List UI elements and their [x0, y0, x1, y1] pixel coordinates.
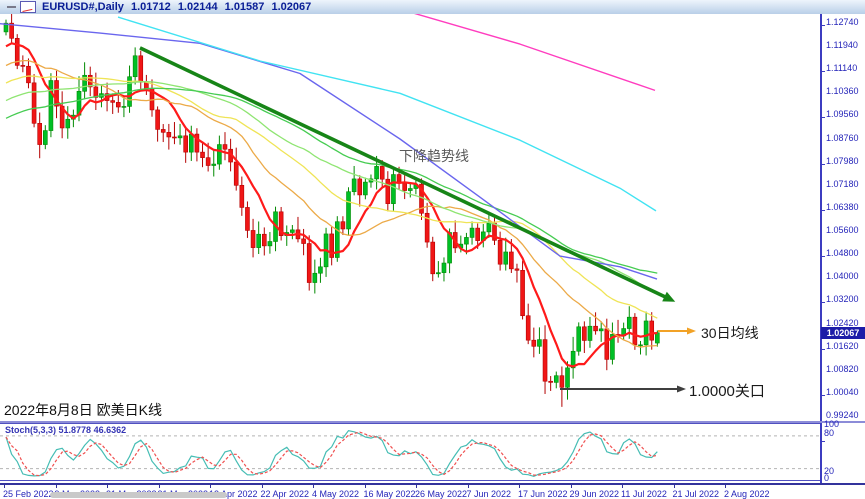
ma-magenta	[414, 14, 656, 92]
ma-cyan	[117, 16, 657, 212]
candlestick-chart-area[interactable]	[0, 14, 821, 421]
date-label: 22 Apr 2022	[260, 489, 310, 499]
chart-title: EURUSD#,Daily 1.01712 1.02144 1.01587 1.…	[42, 1, 315, 13]
chart-window-icon	[20, 1, 36, 13]
price-axis-label: 1.05600	[821, 225, 859, 443]
symbol-period: EURUSD#,Daily	[42, 1, 124, 13]
ma30-label-arrowhead	[687, 327, 696, 335]
ma-yellow	[5, 75, 658, 319]
date-label: 26 May 2022	[415, 489, 468, 499]
price-axis-label: 1.10360	[821, 86, 859, 165]
price-axis-label: 1.01620	[826, 340, 859, 351]
price-axis-label: 1.02420	[826, 317, 859, 328]
date-label: 7 Jun 2022	[466, 489, 512, 499]
date-label: 29 Jun 2022	[569, 489, 620, 499]
chart-note: 2022年8月8日 欧美日K线	[4, 402, 162, 418]
stoch-signal-line	[5, 431, 658, 477]
price-axis-label: 1.00040	[826, 386, 859, 397]
ohlc-low: 1.01587	[224, 1, 265, 13]
price-axis-label: 0.99240	[826, 410, 859, 421]
stoch-axis-label: 0	[824, 473, 830, 483]
date-label: 25 Feb 2022	[3, 489, 54, 499]
ma-blue	[0, 23, 658, 280]
price-axis-label: 1.09560	[821, 109, 859, 211]
ohlc-high: 1.02144	[177, 1, 218, 13]
descending-trendline	[139, 46, 669, 300]
price-axis-label: 1.08760	[821, 133, 859, 258]
price-axis-label: 1.11140	[821, 63, 857, 119]
price-axis[interactable]: 1.12740 1.11940 1.11140 1.10360 1.09560 1.087…	[821, 14, 865, 489]
window-collapse-icon[interactable]	[7, 6, 16, 8]
parity-label-arrowhead	[677, 385, 686, 393]
ohlc-open: 1.01712	[130, 1, 171, 13]
axis-border-line	[820, 14, 822, 483]
candles	[3, 14, 660, 407]
ma-green	[5, 87, 658, 274]
trendline-label[interactable]: 下降趋势线	[399, 148, 469, 164]
horizontal-scrollbar-thumb[interactable]	[50, 492, 227, 498]
price-axis-label: 1.00820	[826, 363, 859, 374]
ma-orange	[5, 59, 658, 348]
ma30-annotation-label[interactable]: 30日均线	[701, 325, 759, 341]
arrowhead	[662, 291, 676, 302]
ohlc-close: 1.02067	[271, 1, 312, 13]
price-axis-label: 1.04800	[821, 248, 859, 489]
parity-annotation-label[interactable]: 1.0000关口	[689, 383, 765, 400]
stoch-axis-label: 100	[824, 419, 840, 429]
current-price-badge: 1.02067	[821, 327, 865, 339]
date-label: 4 May 2022	[312, 489, 360, 499]
price-axis-label: 1.07180	[821, 179, 859, 350]
date-label: 17 Jun 2022	[518, 489, 568, 499]
ma-fast-red	[5, 42, 658, 368]
price-axis-label: 1.11940	[821, 40, 858, 73]
date-label: 21 Jul 2022	[672, 489, 720, 499]
price-axis-label: 1.03200	[826, 294, 859, 305]
price-axis-label: 1.06380	[821, 202, 859, 396]
stoch-main-line	[5, 430, 658, 478]
stochastic-pane[interactable]	[0, 423, 820, 481]
price-axis-label: 1.07980	[821, 156, 859, 304]
stochastic-label: Stoch(5,3,3) 51.8778 46.6362	[5, 425, 127, 435]
date-label: 16 May 2022	[363, 489, 416, 499]
pane-separator[interactable]	[0, 421, 865, 423]
date-label: 2 Aug 2022	[724, 489, 770, 499]
date-label: 11 Jul 2022	[621, 489, 667, 499]
stoch-axis-label: 20	[824, 466, 835, 476]
date-label: 12 Apr 2022	[209, 489, 258, 499]
stoch-axis-label: 80	[824, 428, 835, 438]
price-axis-label: 1.12740	[821, 17, 859, 27]
price-axis-label: 1.04000	[826, 271, 859, 282]
